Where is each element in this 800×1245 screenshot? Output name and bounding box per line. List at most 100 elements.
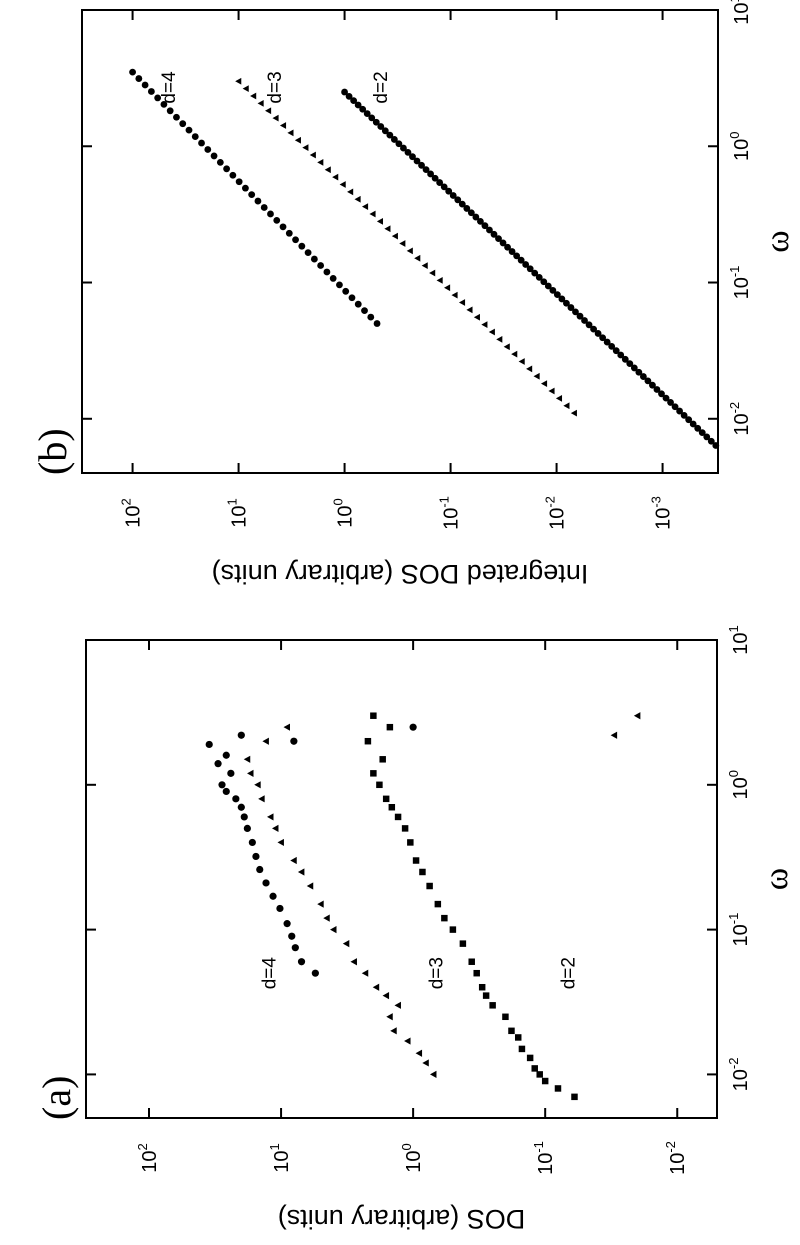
d2-point bbox=[489, 1002, 496, 1009]
d3-point bbox=[444, 284, 451, 292]
d2-point bbox=[544, 282, 552, 290]
d4-point bbox=[288, 932, 296, 940]
d4-point bbox=[297, 958, 306, 966]
d3-point bbox=[372, 983, 380, 991]
d4-point bbox=[248, 838, 256, 847]
d4-point bbox=[243, 824, 251, 832]
d3-point bbox=[272, 824, 279, 832]
d2-point bbox=[419, 868, 426, 876]
d4-point bbox=[311, 969, 319, 977]
d2-point bbox=[649, 381, 656, 389]
d3-point bbox=[488, 328, 495, 336]
d3-point bbox=[361, 203, 369, 211]
y-tick-label: 102 bbox=[135, 1143, 161, 1172]
series-label: d=4 bbox=[260, 957, 281, 990]
d3-point bbox=[563, 402, 570, 410]
d2-point bbox=[412, 857, 420, 864]
d3-point bbox=[526, 365, 533, 373]
d2-point bbox=[531, 1065, 538, 1072]
d3-point bbox=[323, 914, 330, 922]
d2-point bbox=[531, 269, 539, 277]
d4-point bbox=[179, 120, 187, 128]
d3-point bbox=[258, 795, 265, 803]
d2-point bbox=[549, 286, 557, 294]
d4-point bbox=[262, 879, 270, 887]
d2-point bbox=[698, 429, 706, 437]
d4-point bbox=[329, 275, 337, 282]
d2-point bbox=[445, 187, 453, 195]
d4-point bbox=[166, 107, 174, 115]
d2-point bbox=[608, 342, 616, 350]
d2-point bbox=[576, 312, 584, 320]
d4-point bbox=[237, 803, 245, 811]
d4-point bbox=[373, 320, 381, 327]
d4-point bbox=[248, 191, 256, 199]
d2-point bbox=[418, 161, 425, 169]
d2-point bbox=[401, 825, 409, 832]
d4-point bbox=[216, 158, 224, 166]
d4-point bbox=[279, 223, 287, 231]
d3-point bbox=[540, 380, 548, 388]
panel-a-y-axis-title: DOS (arbitrary units) bbox=[278, 1204, 526, 1234]
d2-point bbox=[350, 97, 358, 105]
panel-a-plot-area: 10-2 10-1 100 101 10-2 10-1 100 101 102 d=4 d=3 d=2 bbox=[85, 625, 752, 1175]
d2-point bbox=[685, 416, 693, 424]
d3-point bbox=[436, 276, 443, 284]
y-tick-label: 100 bbox=[331, 498, 357, 527]
d3-point bbox=[399, 240, 406, 247]
d3-point bbox=[342, 940, 350, 948]
d2-point bbox=[522, 261, 530, 268]
d2-point bbox=[478, 983, 486, 991]
d2-point bbox=[381, 127, 389, 135]
d4-point bbox=[160, 100, 168, 108]
d2-point bbox=[680, 411, 688, 419]
d3-point bbox=[406, 247, 413, 255]
d3-point bbox=[247, 769, 254, 777]
d4-point bbox=[269, 892, 277, 900]
d2-point bbox=[354, 101, 362, 109]
series-label: d=3 bbox=[265, 71, 286, 103]
d2-point bbox=[703, 433, 711, 441]
d3-point bbox=[242, 85, 249, 93]
d2-point bbox=[382, 795, 390, 803]
d3-point bbox=[272, 114, 279, 122]
d2-point bbox=[413, 157, 421, 165]
d2-point bbox=[495, 235, 502, 243]
d2-point bbox=[368, 114, 376, 122]
d2-point bbox=[440, 183, 448, 191]
d2-point bbox=[473, 969, 480, 977]
d2-point bbox=[386, 131, 394, 139]
d4-point bbox=[222, 787, 230, 796]
d3-point bbox=[309, 151, 316, 159]
d3-point bbox=[317, 900, 324, 908]
d3-point bbox=[548, 387, 555, 395]
d3-point bbox=[511, 350, 518, 358]
d4-point bbox=[310, 255, 318, 263]
d2-point bbox=[689, 420, 697, 428]
d4-point bbox=[267, 210, 274, 218]
d3-point bbox=[290, 856, 297, 865]
x-tick-label: 10-2 bbox=[727, 402, 753, 436]
d2-point bbox=[513, 252, 521, 260]
plot-frame bbox=[85, 639, 718, 1119]
series-label: d=4 bbox=[159, 71, 180, 104]
d2-point bbox=[459, 940, 467, 947]
d4-point bbox=[235, 178, 243, 186]
d4-point bbox=[214, 760, 222, 768]
d2-point bbox=[526, 1054, 534, 1062]
d4-point bbox=[292, 236, 299, 244]
d4-point bbox=[242, 184, 249, 192]
d3-point bbox=[317, 158, 324, 166]
d2-point bbox=[712, 442, 720, 449]
d4-point bbox=[147, 88, 155, 95]
d3-point bbox=[429, 1070, 437, 1079]
d3-point bbox=[391, 232, 398, 240]
series-label: d=3 bbox=[426, 957, 447, 989]
y-tick-label: 102 bbox=[119, 498, 145, 527]
d3-point bbox=[265, 107, 272, 115]
d2-point bbox=[585, 321, 593, 329]
d3-point bbox=[302, 144, 309, 152]
d3-point bbox=[354, 195, 361, 203]
panel-b: 10-2 10-1 100 101 10-3 10-2 10-1 100 101 102 d=4 d=… bbox=[30, 0, 796, 589]
d2-point bbox=[468, 958, 475, 965]
